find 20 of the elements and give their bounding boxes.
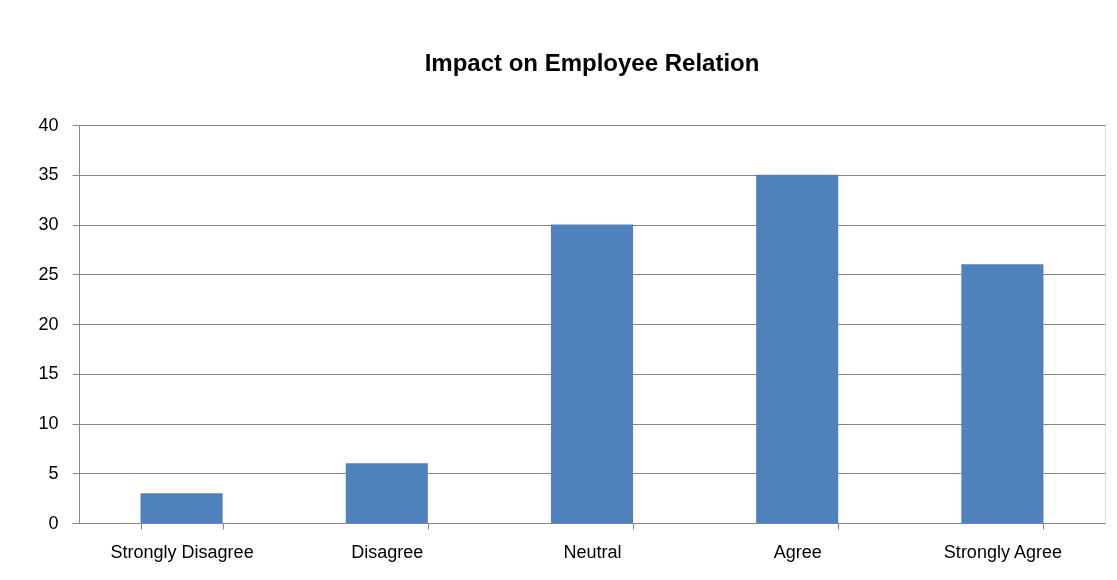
x-tick-label: Strongly Disagree bbox=[110, 541, 254, 562]
bar bbox=[140, 493, 223, 523]
bar bbox=[961, 264, 1044, 523]
y-tick-label: 5 bbox=[48, 462, 59, 483]
y-tick-label: 20 bbox=[38, 313, 59, 334]
bar bbox=[550, 224, 634, 523]
bar bbox=[345, 463, 428, 523]
y-tick-label: 15 bbox=[38, 363, 59, 384]
y-tick-label: 10 bbox=[38, 413, 59, 433]
y-tick-label: 25 bbox=[38, 263, 59, 284]
x-tick-label: Neutral bbox=[563, 541, 622, 562]
x-tick-label: Disagree bbox=[351, 541, 424, 562]
y-tick-label: 40 bbox=[38, 114, 59, 135]
x-tick-label: Agree bbox=[773, 541, 822, 562]
y-tick-label: 30 bbox=[38, 214, 59, 234]
y-tick-label: 0 bbox=[48, 512, 59, 533]
y-tick-label: 35 bbox=[38, 164, 59, 185]
bar bbox=[756, 174, 839, 523]
x-tick-label: Strongly Agree bbox=[943, 541, 1062, 562]
chart-title: Impact on Employee Relation bbox=[424, 49, 760, 76]
